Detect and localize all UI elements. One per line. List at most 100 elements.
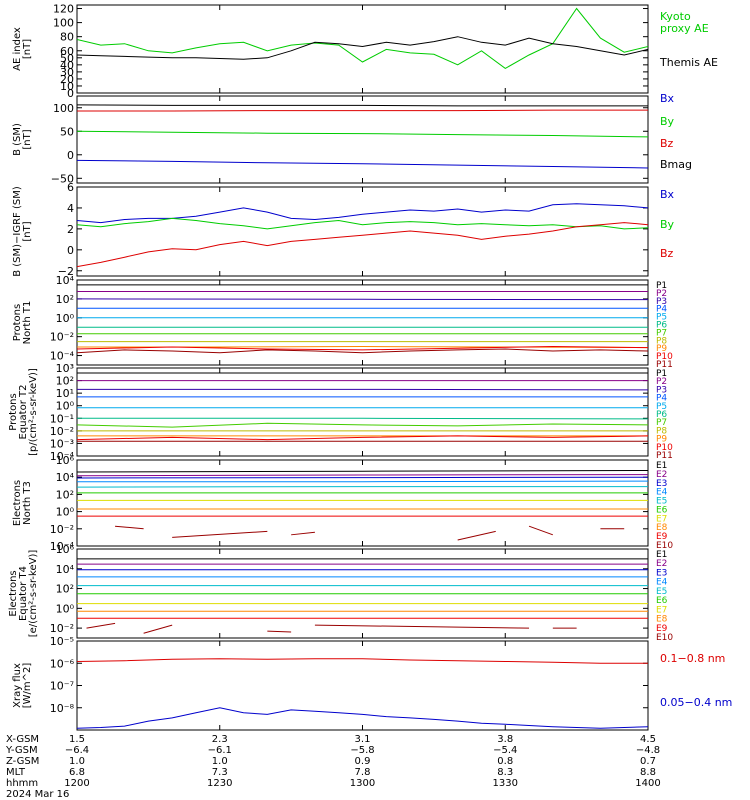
y-tick-label: 10⁰ (56, 400, 75, 413)
footer-value: −4.8 (636, 745, 660, 756)
series-line-e10 (172, 530, 268, 538)
footer-value: 1400 (635, 778, 660, 789)
series-line-p10 (77, 345, 648, 351)
y-tick-label: 10⁴ (56, 563, 75, 576)
footer-value: 8.8 (640, 767, 656, 778)
panel-frame (76, 367, 649, 457)
legend-entry: E1 (656, 461, 667, 471)
y-axis-label: [nT] (22, 39, 33, 59)
y-axis-label: Electrons (12, 480, 23, 526)
y-tick-label: 10⁴ (56, 471, 75, 484)
y-tick-label: 10⁻⁷ (50, 680, 74, 693)
footer-row-label: Y-GSM (5, 745, 38, 756)
legend-entry: P10 (656, 352, 673, 362)
legend-entry: Bx (660, 92, 675, 105)
footer-value: −5.8 (350, 745, 374, 756)
footer-row-label: 2024 Mar 16 (6, 789, 69, 800)
y-tick-label: 4 (67, 202, 74, 215)
y-tick-label: 10⁻⁴ (50, 350, 75, 363)
y-tick-label: 30 (60, 66, 74, 79)
footer-value: 0.8 (497, 756, 513, 767)
y-tick-label: 50 (60, 52, 74, 65)
footer-value: −6.4 (65, 745, 89, 756)
legend-entry: E8 (656, 615, 668, 625)
legend-entry: By (660, 218, 675, 231)
panel-frame (76, 459, 649, 547)
legend-entry: Bz (660, 137, 674, 150)
legend-entry: P1 (656, 369, 667, 379)
series-line-e1 (77, 470, 648, 473)
legend-entry: P2 (656, 377, 667, 387)
legend-entry: E10 (656, 633, 673, 643)
y-axis-label: AE index (12, 27, 23, 71)
footer-value: 1.0 (212, 756, 228, 767)
series-line-bz (77, 222, 648, 268)
footer-value: −5.4 (493, 745, 517, 756)
y-tick-label: 60 (60, 45, 74, 58)
legend-entry: Bx (660, 188, 675, 201)
legend-entry: P3 (656, 385, 667, 395)
series-line-by (77, 130, 648, 138)
panel-frame (76, 640, 649, 731)
legend-entry: E6 (656, 596, 668, 606)
legend-entry: P7 (656, 328, 667, 338)
footer-value: 0.9 (355, 756, 371, 767)
legend-entry: P4 (656, 394, 667, 404)
y-tick-label: 10⁻² (50, 331, 74, 344)
legend-entry: Themis AE (659, 56, 718, 69)
y-tick-label: 10⁰ (56, 602, 75, 615)
series-line-e10 (143, 624, 173, 634)
y-tick-label: 2 (67, 223, 74, 236)
panel-bsm: −50 0 50 100 B (SM) [nT] Bx By Bz Bmag (12, 92, 692, 185)
legend-entry: P1 (656, 281, 667, 291)
panel-eeq: 10⁻² 10⁰ 10² 10⁴ 10⁶ Electrons Equator T4 [e/(c… (8, 543, 673, 643)
footer-value: 1.0 (69, 756, 85, 767)
series-line-0-05-0-4-nm (77, 707, 648, 729)
footer-value: −6.1 (208, 745, 232, 756)
footer-value: 1200 (64, 778, 89, 789)
panel-frame (76, 95, 649, 184)
series-line-e10 (115, 525, 144, 530)
series-line-e10 (457, 530, 496, 541)
legend-entry: Bz (660, 247, 674, 260)
series-line-bz (77, 109, 648, 112)
y-tick-label: 10⁻⁴ (50, 540, 75, 553)
y-tick-label: 10⁻¹ (50, 412, 74, 425)
series-line-e10 (314, 624, 530, 629)
y-axis-label: Equator T2 (18, 385, 29, 440)
footer-row-label: hhmm (6, 778, 38, 789)
legend-entry: 0.05−0.4 nm (660, 696, 732, 709)
panel-xray: 10⁻⁸ 10⁻⁷ 10⁻⁶ 10⁻⁵ Xray flux [W/m^2] 0.1−0.8 … (12, 635, 732, 731)
legend-entry: P10 (656, 443, 673, 453)
legend-entry: P9 (656, 344, 667, 354)
legend-entry: P7 (656, 418, 667, 428)
y-axis-label: North T3 (22, 481, 33, 525)
y-axis-label: Xray flux (12, 663, 23, 708)
footer-value: 1230 (207, 778, 232, 789)
series-line-e10 (267, 630, 292, 633)
legend-entry: P5 (656, 402, 667, 412)
y-axis-label: B (SM)−IGRF (SM) (12, 186, 23, 277)
y-tick-label: 0 (67, 149, 74, 162)
series-line-by (77, 217, 648, 230)
footer-value: 1.5 (69, 734, 85, 745)
y-tick-label: 100 (53, 17, 74, 30)
y-axis-label: [p/(cm²-s-sr-keV)] (28, 368, 39, 456)
legend-entry: proxy AE (660, 22, 709, 35)
y-tick-label: 10² (56, 375, 74, 388)
y-axis-label: Protons (12, 304, 23, 341)
series-line-p6 (77, 417, 648, 420)
y-tick-label: −50 (51, 172, 74, 185)
y-tick-label: −2 (58, 265, 74, 278)
footer-value: 8.3 (497, 767, 513, 778)
y-axis-label: North T1 (22, 301, 33, 345)
legend-entry: E7 (656, 514, 667, 524)
series-line-p11 (77, 348, 648, 354)
legend-entry: E5 (656, 587, 667, 597)
y-tick-label: 10⁰ (56, 506, 75, 519)
legend-entry: P9 (656, 435, 667, 445)
y-tick-label: 10⁻⁵ (50, 635, 74, 648)
